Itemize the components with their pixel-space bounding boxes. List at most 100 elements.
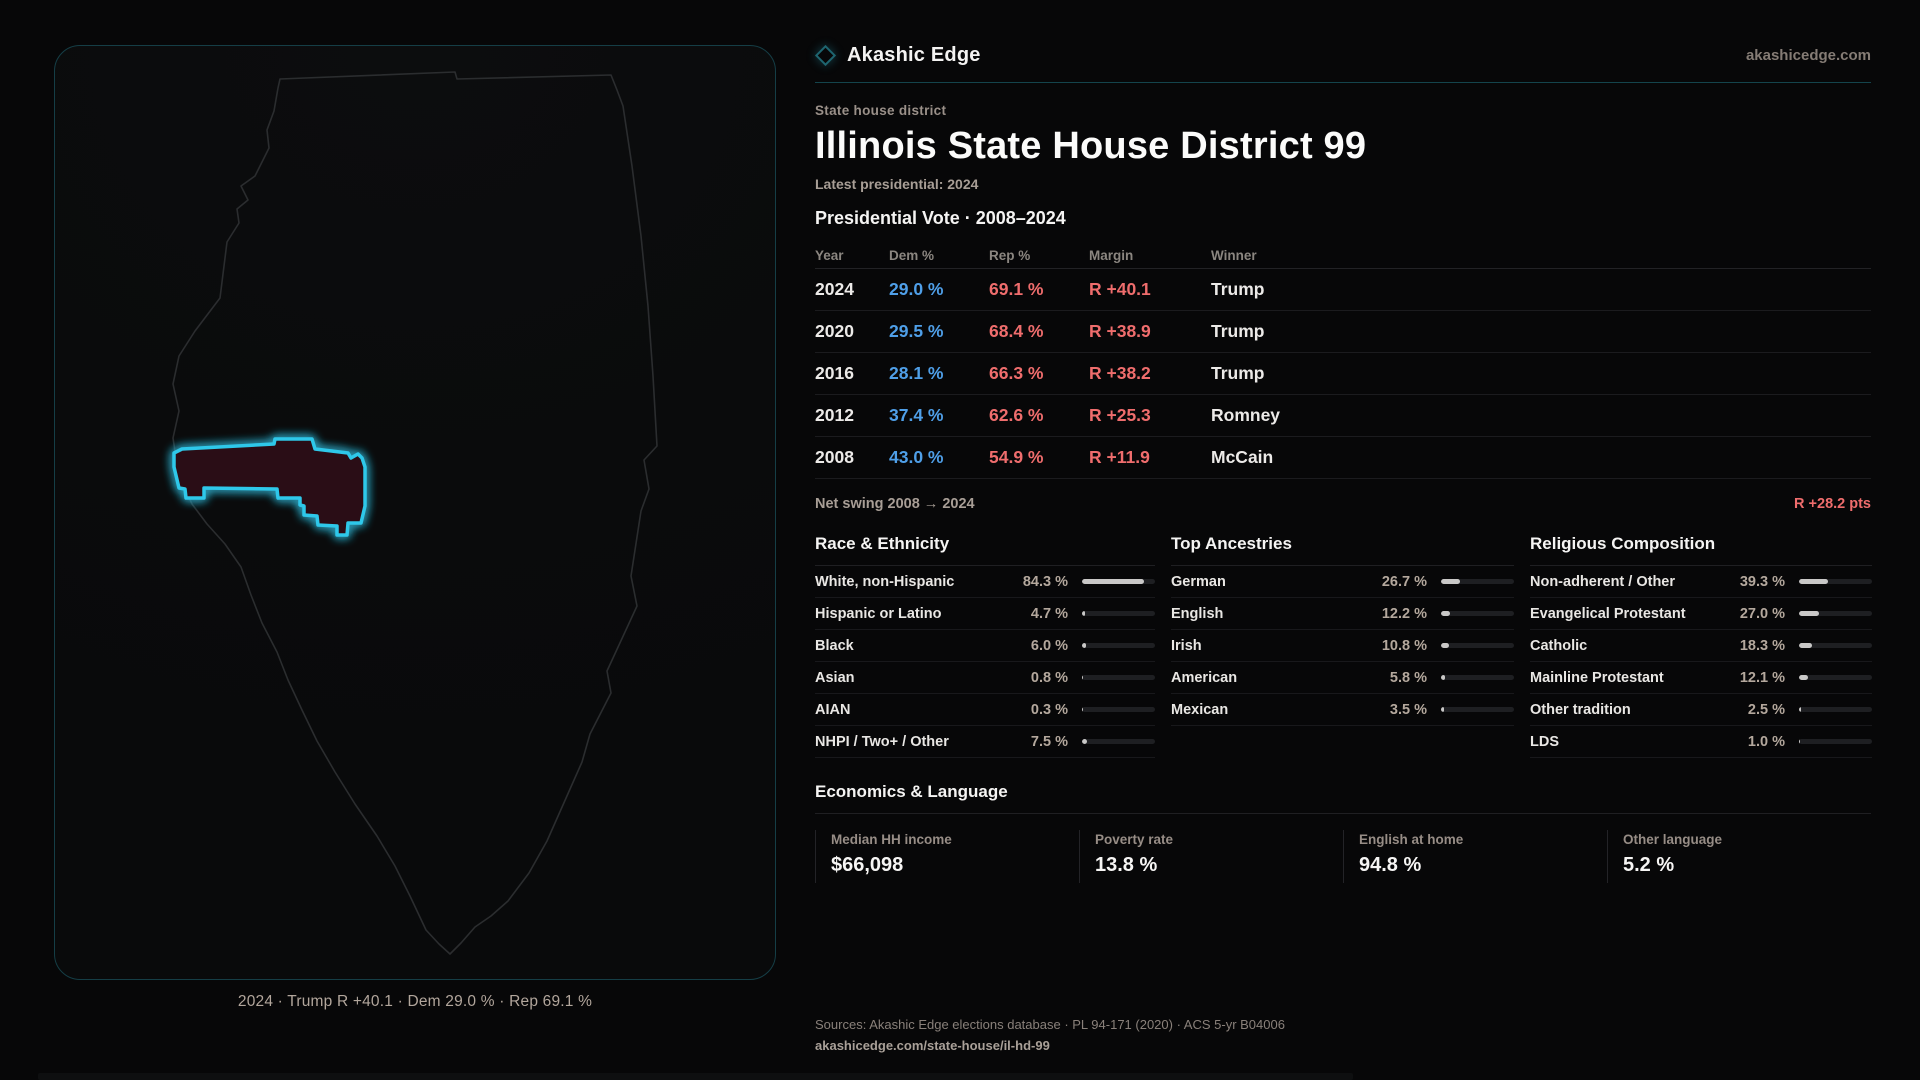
demo-label: Black <box>815 637 854 654</box>
brand-site-link[interactable]: akashicedge.com <box>1745 46 1871 64</box>
vote-dem: 29.0 % <box>889 279 944 299</box>
demographics-grid: Race & Ethnicity White, non-Hispanic 84.3 … <box>815 534 1872 758</box>
demo-bar-fill <box>1799 675 1808 680</box>
section-title: Race & Ethnicity <box>815 534 1155 566</box>
stat-cell: Median HH income $66,098 <box>815 830 1079 883</box>
vote-year: 2012 <box>815 405 854 425</box>
demo-value: 0.3 % <box>1030 701 1068 718</box>
net-swing-value: R +28.2 pts <box>1794 496 1871 512</box>
demo-label: English <box>1171 605 1224 622</box>
demo-label: American <box>1171 669 1238 686</box>
section-title: Top Ancestries <box>1171 534 1514 566</box>
vote-winner: McCain <box>1211 447 1274 467</box>
demo-bar <box>1082 707 1155 712</box>
demo-label: White, non-Hispanic <box>815 573 955 590</box>
list-item: Mainline Protestant 12.1 % <box>1530 662 1872 694</box>
demo-value: 39.3 % <box>1739 573 1785 590</box>
table-row: 2008 43.0 % 54.9 % R +11.9 McCain <box>815 437 1871 479</box>
demographics-column: Top Ancestries German 26.7 % English 12.2 % I… <box>1171 534 1514 758</box>
demo-value: 2.5 % <box>1747 701 1785 718</box>
bottom-strip <box>38 1073 1353 1080</box>
vote-rep: 68.4 % <box>989 321 1044 341</box>
vote-winner: Trump <box>1211 279 1265 299</box>
list-item: White, non-Hispanic 84.3 % <box>815 566 1155 598</box>
stat-value: $66,098 <box>831 854 904 876</box>
demo-value: 84.3 % <box>1022 573 1068 590</box>
vote-col-header: Dem % <box>889 248 935 263</box>
illinois-state-outline <box>172 71 658 955</box>
section-title: Religious Composition <box>1530 534 1872 566</box>
stat-cell: English at home 94.8 % <box>1343 830 1607 883</box>
demo-bar-fill <box>1082 611 1086 616</box>
brand-name: Akashic Edge <box>847 43 981 66</box>
demographics-column: Religious Composition Non-adherent / Othe… <box>1530 534 1872 758</box>
demo-label: Irish <box>1171 637 1202 654</box>
table-row: 2020 29.5 % 68.4 % R +38.9 Trump <box>815 311 1871 353</box>
demo-label: Evangelical Protestant <box>1530 605 1686 622</box>
map-caption: 2024 · Trump R +40.1 · Dem 29.0 % · Rep … <box>237 993 593 1010</box>
stat-value: 94.8 % <box>1359 854 1422 876</box>
demo-value: 12.1 % <box>1739 669 1785 686</box>
demo-bar-fill <box>1441 579 1461 584</box>
demo-label: LDS <box>1530 733 1559 750</box>
demo-label: Mainline Protestant <box>1530 669 1664 686</box>
vote-year: 2008 <box>815 447 854 467</box>
demo-bar-fill <box>1441 675 1446 680</box>
permalink[interactable]: akashicedge.com/state-house/il-hd-99 <box>815 1038 1050 1053</box>
sources-line: Sources: Akashic Edge elections database… <box>815 1017 1285 1032</box>
stat-cell: Poverty rate 13.8 % <box>1079 830 1343 883</box>
stat-label: Poverty rate <box>1095 832 1174 847</box>
list-item: Mexican 3.5 % <box>1171 694 1514 726</box>
footer: Sources: Akashic Edge elections database… <box>815 1017 1871 1055</box>
latest-presidential: Latest presidential: 2024 <box>815 176 979 192</box>
list-item: LDS 1.0 % <box>1530 726 1872 758</box>
list-item: Asian 0.8 % <box>815 662 1155 694</box>
vote-rep: 66.3 % <box>989 363 1044 383</box>
stat-value: 5.2 % <box>1623 854 1675 876</box>
header-divider <box>815 82 1871 83</box>
vote-margin: R +40.1 <box>1089 279 1151 299</box>
vote-winner: Trump <box>1211 321 1265 341</box>
vote-col-header: Margin <box>1089 248 1134 263</box>
stat-label: English at home <box>1359 832 1464 847</box>
vote-table-header: Year Dem % Rep % Margin Winner <box>815 243 1871 269</box>
demo-bar-fill <box>1799 643 1813 648</box>
demo-value: 1.0 % <box>1747 733 1785 750</box>
economics-title: Economics & Language <box>815 782 1871 814</box>
demo-value: 10.8 % <box>1381 637 1427 654</box>
district-profile: Akashic Edge akashicedge.com State house… <box>814 40 1872 1055</box>
demo-bar <box>1082 739 1155 744</box>
page-title: Illinois State House District 99 <box>815 125 1367 167</box>
demo-bar <box>1799 675 1872 680</box>
demo-label: NHPI / Two+ / Other <box>815 733 949 750</box>
list-item: Hispanic or Latino 4.7 % <box>815 598 1155 630</box>
demo-bar <box>1082 643 1155 648</box>
demo-bar-fill <box>1799 611 1819 616</box>
demo-bar-fill <box>1441 707 1444 712</box>
stat-value: 13.8 % <box>1095 854 1158 876</box>
demo-value: 0.8 % <box>1030 669 1068 686</box>
table-row: 2016 28.1 % 66.3 % R +38.2 Trump <box>815 353 1871 395</box>
demo-value: 5.8 % <box>1389 669 1427 686</box>
demo-label: Mexican <box>1171 701 1229 718</box>
demo-bar <box>1799 643 1872 648</box>
stat-label: Other language <box>1623 832 1723 847</box>
list-item: Irish 10.8 % <box>1171 630 1514 662</box>
vote-winner: Trump <box>1211 363 1265 383</box>
vote-col-header: Winner <box>1211 248 1257 263</box>
demo-label: Non-adherent / Other <box>1530 573 1676 590</box>
vote-year: 2024 <box>815 279 854 299</box>
vote-rep: 54.9 % <box>989 447 1044 467</box>
stat-cell: Other language 5.2 % <box>1607 830 1871 883</box>
vote-winner: Romney <box>1211 405 1281 425</box>
vote-table-body: 2024 29.0 % 69.1 % R +40.1 Trump 2020 29.5 % 68… <box>815 269 1871 479</box>
demo-value: 18.3 % <box>1739 637 1785 654</box>
vote-dem: 37.4 % <box>889 405 944 425</box>
demo-label: Other tradition <box>1530 701 1631 718</box>
demo-value: 4.7 % <box>1030 605 1068 622</box>
list-item: Catholic 18.3 % <box>1530 630 1872 662</box>
demo-bar <box>1082 611 1155 616</box>
demo-value: 27.0 % <box>1739 605 1785 622</box>
vote-rep: 62.6 % <box>989 405 1044 425</box>
net-swing-label: Net swing 2008 → 2024 <box>815 496 975 512</box>
